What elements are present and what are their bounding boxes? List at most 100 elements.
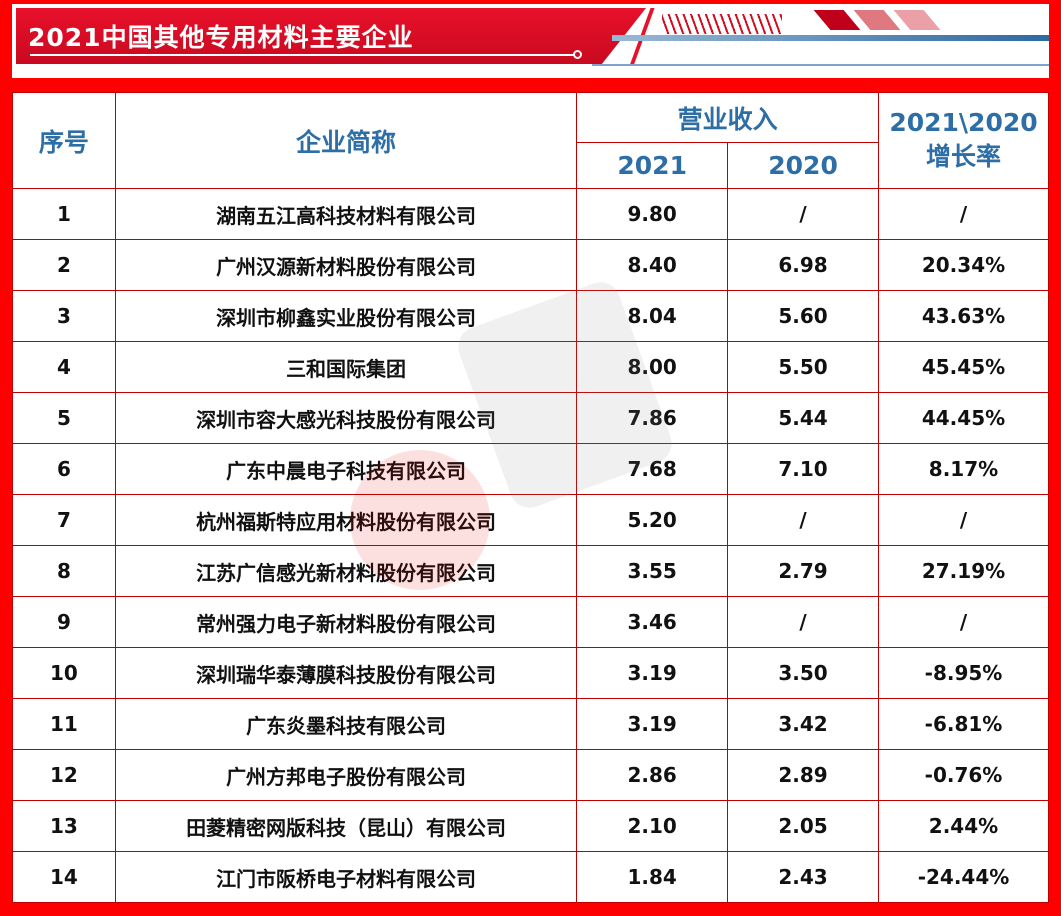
growth-rate: -0.76% — [878, 749, 1049, 801]
growth-rate: / — [878, 596, 1049, 648]
row-index: 7 — [12, 494, 116, 546]
header-index: 序号 — [12, 92, 116, 189]
growth-rate: 20.34% — [878, 239, 1049, 291]
revenue-2020: 3.50 — [727, 647, 879, 699]
growth-rate: 44.45% — [878, 392, 1049, 444]
company-name: 杭州福斯特应用材料股份有限公司 — [114, 494, 578, 546]
decorative-line — [30, 54, 575, 56]
header-2020: 2020 — [727, 142, 879, 189]
revenue-2021: 1.84 — [576, 851, 729, 903]
row-index: 8 — [12, 545, 116, 597]
row-index: 9 — [12, 596, 116, 648]
revenue-2021: 2.86 — [576, 749, 729, 801]
company-name: 湖南五江高科技材料有限公司 — [114, 188, 578, 240]
growth-rate: / — [878, 494, 1049, 546]
decorative-parallelogram — [893, 10, 941, 30]
company-name: 三和国际集团 — [114, 341, 578, 393]
growth-rate: -6.81% — [878, 698, 1049, 750]
revenue-2021: 8.04 — [576, 290, 729, 342]
row-index: 6 — [12, 443, 116, 495]
revenue-2020: 6.98 — [727, 239, 879, 291]
table-row: 9 常州强力电子新材料股份有限公司 3.46// — [12, 596, 1049, 648]
growth-rate: 8.17% — [878, 443, 1049, 495]
growth-rate: -8.95% — [878, 647, 1049, 699]
company-name: 田菱精密网版科技（昆山）有限公司 — [114, 800, 578, 852]
revenue-2020: 5.44 — [727, 392, 879, 444]
revenue-2021: 3.55 — [576, 545, 729, 597]
revenue-2020: / — [727, 596, 879, 648]
company-name: 广东炎墨科技有限公司 — [114, 698, 578, 750]
row-index: 12 — [12, 749, 116, 801]
growth-rate: 45.45% — [878, 341, 1049, 393]
table-row: 12 广州方邦电子股份有限公司 2.86 2.89 -0.76% — [12, 749, 1049, 801]
company-name: 常州强力电子新材料股份有限公司 — [114, 596, 578, 648]
revenue-2021: 2.10 — [576, 800, 729, 852]
revenue-2020: 2.89 — [727, 749, 879, 801]
revenue-2021: 3.19 — [576, 698, 729, 750]
growth-rate: 43.63% — [878, 290, 1049, 342]
row-index: 14 — [12, 851, 116, 903]
growth-rate: 27.19% — [878, 545, 1049, 597]
title-bar: 2021中国其他专用材料主要企业 — [16, 8, 646, 64]
table-row: 4 三和国际集团 8.00 5.50 45.45% — [12, 341, 1049, 393]
row-index: 5 — [12, 392, 116, 444]
company-name: 广州汉源新材料股份有限公司 — [114, 239, 578, 291]
revenue-2021: 7.86 — [576, 392, 729, 444]
revenue-2020: 5.50 — [727, 341, 879, 393]
row-index: 13 — [12, 800, 116, 852]
revenue-2020: 2.79 — [727, 545, 879, 597]
header-revenue: 营业收入 — [576, 92, 879, 143]
companies-table: 序号 企业简称 营业收入 2021\2020 增长率 2021 2020 1 湖南… — [12, 92, 1049, 903]
revenue-2020: 2.05 — [727, 800, 879, 852]
header-growth-line2: 增长率 — [925, 142, 1001, 171]
decorative-hatch — [662, 14, 782, 34]
table-row: 1 湖南五江高科技材料有限公司 9.80// — [12, 188, 1049, 240]
company-name: 深圳瑞华泰薄膜科技股份有限公司 — [114, 647, 578, 699]
table-row: 6 广东中晨电子科技有限公司 7.68 7.10 8.17% — [12, 443, 1049, 495]
company-name: 深圳市容大感光科技股份有限公司 — [114, 392, 578, 444]
decorative-blue-line — [592, 64, 1049, 66]
table-row: 7 杭州福斯特应用材料股份有限公司 5.20// — [12, 494, 1049, 546]
revenue-2020: 7.10 — [727, 443, 879, 495]
revenue-2020: / — [727, 188, 879, 240]
company-name: 广东中晨电子科技有限公司 — [114, 443, 578, 495]
revenue-2020: 2.43 — [727, 851, 879, 903]
decorative-dot — [573, 50, 582, 59]
row-index: 11 — [12, 698, 116, 750]
decorative-parallelogram — [813, 10, 861, 30]
header-growth-line1: 2021\2020 — [889, 108, 1038, 137]
row-index: 3 — [12, 290, 116, 342]
growth-rate: / — [878, 188, 1049, 240]
revenue-2020: 3.42 — [727, 698, 879, 750]
row-index: 2 — [12, 239, 116, 291]
decorative-parallelogram — [853, 10, 901, 30]
company-name: 深圳市柳鑫实业股份有限公司 — [114, 290, 578, 342]
header-2021: 2021 — [576, 142, 729, 189]
table-row: 8 江苏广信感光新材料股份有限公司 3.55 2.79 27.19% — [12, 545, 1049, 597]
growth-rate: -24.44% — [878, 851, 1049, 903]
table-row: 2 广州汉源新材料股份有限公司 8.40 6.98 20.34% — [12, 239, 1049, 291]
row-index: 1 — [12, 188, 116, 240]
revenue-2021: 9.80 — [576, 188, 729, 240]
revenue-2020: 5.60 — [727, 290, 879, 342]
revenue-2021: 8.40 — [576, 239, 729, 291]
company-name: 广州方邦电子股份有限公司 — [114, 749, 578, 801]
title-banner: 2021中国其他专用材料主要企业 — [12, 4, 1049, 78]
company-name: 江苏广信感光新材料股份有限公司 — [114, 545, 578, 597]
header-name: 企业简称 — [114, 92, 578, 189]
revenue-2021: 3.19 — [576, 647, 729, 699]
company-name: 江门市阪桥电子材料有限公司 — [114, 851, 578, 903]
revenue-2021: 8.00 — [576, 341, 729, 393]
revenue-2021: 5.20 — [576, 494, 729, 546]
table-row: 3 深圳市柳鑫实业股份有限公司 8.04 5.60 43.63% — [12, 290, 1049, 342]
row-index: 10 — [12, 647, 116, 699]
table-row: 10 深圳瑞华泰薄膜科技股份有限公司 3.19 3.50 -8.95% — [12, 647, 1049, 699]
revenue-2020: / — [727, 494, 879, 546]
decorative-blue-line — [612, 35, 1049, 41]
page-title: 2021中国其他专用材料主要企业 — [28, 23, 414, 52]
row-index: 4 — [12, 341, 116, 393]
revenue-2021: 7.68 — [576, 443, 729, 495]
table-row: 11 广东炎墨科技有限公司 3.19 3.42 -6.81% — [12, 698, 1049, 750]
table-row: 5 深圳市容大感光科技股份有限公司 7.86 5.44 44.45% — [12, 392, 1049, 444]
table-row: 14 江门市阪桥电子材料有限公司 1.84 2.43 -24.44% — [12, 851, 1049, 903]
